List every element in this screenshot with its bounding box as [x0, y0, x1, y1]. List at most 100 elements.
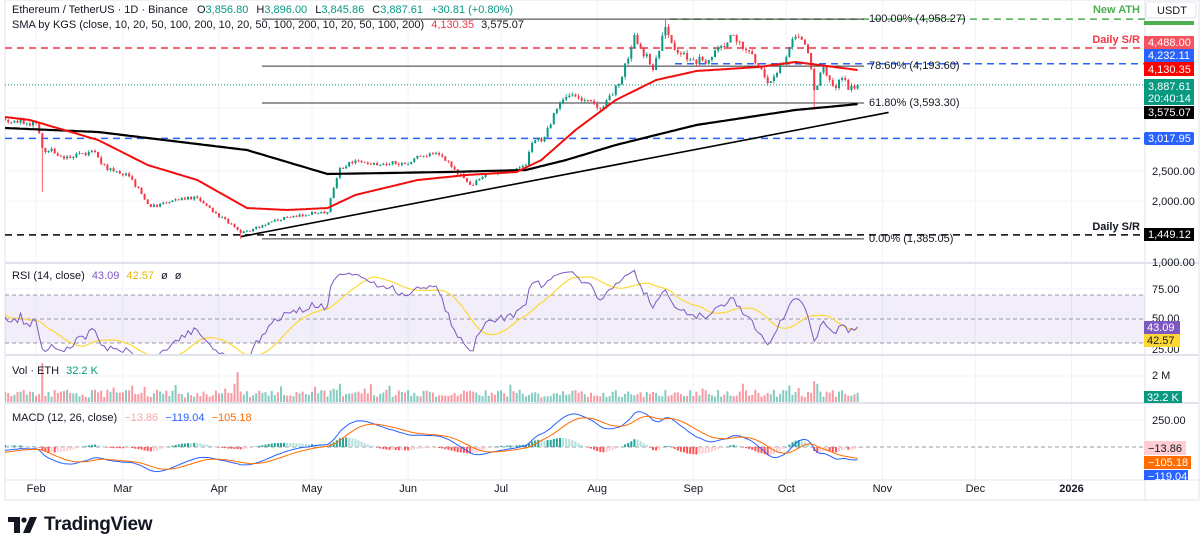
macd-histogram-bar — [648, 447, 651, 448]
volume-bar — [351, 393, 354, 402]
candle — [165, 202, 168, 204]
macd-histogram-bar — [35, 446, 38, 447]
tradingview-logo[interactable]: TradingView — [8, 514, 153, 536]
macd-histogram-bar — [32, 446, 34, 447]
volume-pane[interactable] — [0, 363, 859, 402]
volume-bar — [636, 394, 639, 402]
candle — [655, 58, 658, 71]
volume-bar — [10, 396, 13, 402]
macd-histogram-bar — [252, 447, 255, 448]
candle — [555, 108, 558, 113]
macd-histogram-bar — [342, 437, 344, 447]
volume-bar — [233, 383, 236, 402]
candle — [1, 117, 3, 121]
main-price-pane[interactable] — [0, 18, 1145, 240]
volume-bar — [419, 396, 422, 402]
candle — [841, 78, 844, 80]
candle — [673, 42, 676, 51]
volume-bar — [518, 389, 521, 402]
volume-bar — [159, 391, 162, 402]
candle — [301, 214, 304, 217]
volume-bar — [590, 392, 592, 402]
volume-bar — [751, 394, 754, 402]
macd-histogram-bar — [239, 447, 242, 450]
candle — [156, 204, 158, 207]
candle — [614, 85, 617, 95]
candle — [360, 160, 363, 163]
volume-bar — [757, 392, 760, 402]
legend-symbol[interactable]: Ethereum / TetherUS · 1D · Binance O3,85… — [12, 4, 513, 16]
rsi-pane[interactable] — [2, 269, 1145, 367]
volume-bar — [388, 385, 391, 402]
macd-histogram-bar — [193, 442, 196, 447]
volume-bar — [156, 389, 158, 402]
volume-bar — [140, 392, 143, 402]
macd-legend[interactable]: MACD (12, 26, close) −13.86 −119.04 −105… — [12, 412, 252, 424]
rsi-sma-line — [5, 276, 858, 354]
macd-histogram-bar — [404, 447, 406, 451]
volume-bar — [171, 390, 174, 402]
volume-bar — [125, 390, 127, 402]
volume-bar — [562, 391, 565, 402]
candle — [717, 48, 720, 51]
candle — [283, 216, 286, 220]
volume-bar — [431, 392, 434, 402]
macd-histogram-bar — [748, 447, 751, 449]
macd-histogram-bar — [283, 442, 286, 447]
candle — [779, 64, 782, 74]
volume-bar — [766, 392, 769, 402]
time-axis[interactable]: Feb Mar Apr May Jun Jul Aug Sep Oct Nov Dec 2026 — [27, 483, 1084, 495]
macd-histogram-bar — [844, 447, 847, 450]
candle — [44, 147, 47, 153]
candle — [87, 151, 90, 156]
candle — [621, 76, 623, 85]
volume-bar — [484, 390, 487, 402]
volume-bar — [512, 391, 515, 402]
candle — [131, 176, 134, 180]
new-ath-label: New ATH — [1093, 4, 1140, 16]
macd-histogram-bar — [466, 447, 468, 454]
candle — [140, 187, 143, 195]
macd-histogram-bar — [224, 447, 227, 449]
volume-bar — [475, 392, 478, 402]
macd-histogram-bar — [267, 443, 270, 447]
candle — [751, 51, 754, 55]
volume-bar — [692, 396, 695, 402]
macd-histogram-bar — [590, 447, 592, 449]
candle — [683, 53, 685, 55]
rsi-legend[interactable]: RSI (14, close) 43.09 42.57 ø ø — [12, 270, 182, 282]
svg-text:4,130.35: 4,130.35 — [1148, 64, 1191, 76]
volume-bar — [357, 391, 360, 402]
candle — [475, 180, 478, 186]
volume-legend[interactable]: Vol · ETH 32.2 K — [12, 365, 99, 377]
macd-histogram-bar — [416, 447, 419, 449]
macd-histogram-bar — [506, 445, 509, 447]
volume-bar — [264, 392, 267, 402]
candle — [366, 162, 369, 164]
volume-bar — [723, 394, 726, 402]
volume-bar — [707, 394, 710, 402]
macd-histogram-bar — [298, 443, 301, 447]
volume-bar — [704, 390, 707, 402]
volume-bar — [831, 390, 834, 402]
legend-sma[interactable]: SMA by KGS (close, 10, 20, 50, 100, 200,… — [12, 19, 524, 31]
macd-histogram-bar — [320, 444, 323, 447]
candle — [800, 36, 803, 40]
candle — [686, 53, 689, 60]
candle — [236, 227, 239, 230]
macd-histogram-bar — [785, 446, 788, 448]
candle — [376, 163, 379, 166]
volume-bar — [652, 391, 654, 402]
currency-button[interactable] — [1145, 1, 1197, 19]
volume-bar — [13, 394, 16, 402]
candle — [528, 151, 530, 166]
macd-histogram-bar — [661, 447, 664, 448]
macd-histogram-bar — [171, 445, 174, 447]
macd-histogram-bar — [469, 447, 472, 454]
volume-bar — [304, 393, 307, 402]
volume-bar — [441, 395, 444, 402]
macd-histogram-bar — [317, 444, 320, 447]
macd-pane[interactable] — [0, 411, 1145, 473]
macd-histogram-bar — [211, 446, 214, 447]
